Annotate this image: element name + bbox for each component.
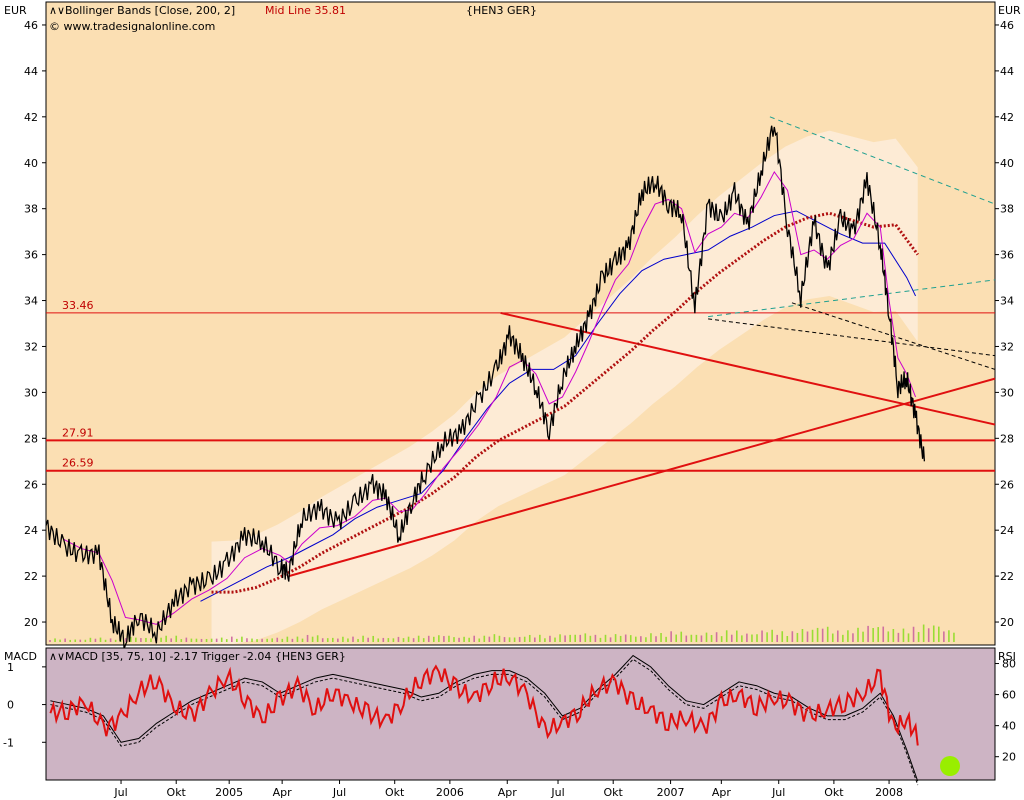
y-tick-label-right: 20 — [1000, 616, 1014, 629]
y-tick-label-left: 30 — [24, 386, 38, 399]
trendline-dashed-black — [791, 302, 996, 370]
bollinger-midline — [211, 211, 919, 594]
price-line — [45, 125, 926, 650]
x-tick-label: Apr — [498, 786, 518, 799]
x-tick-label: Jul — [332, 786, 346, 799]
rsi-y-tick-label: 60 — [1002, 689, 1016, 702]
bollinger-band-fill — [211, 130, 918, 644]
macd-axes: -1 0 1 20 40 60 80 — [3, 658, 1016, 764]
y-tick-label-right: 38 — [1000, 203, 1014, 216]
x-tick-label: 2007 — [657, 786, 685, 799]
y-tick-label-right: 26 — [1000, 478, 1014, 491]
level-label: 33.46 — [62, 299, 94, 312]
y-tick-label-left: 34 — [24, 295, 38, 308]
y-tick-label-left: 20 — [24, 616, 38, 629]
y-tick-label-right: 28 — [1000, 432, 1014, 445]
y-tick-label-left: 40 — [24, 157, 38, 170]
x-tick-label: Okt — [604, 786, 624, 799]
x-tick-label: Apr — [273, 786, 293, 799]
y-tick-label-right: 42 — [1000, 111, 1014, 124]
currency-label-right: EUR — [998, 4, 1021, 17]
midline-label: Mid Line 35.81 — [265, 4, 346, 17]
macd-y-tick-label: -1 — [3, 736, 14, 749]
y-tick-label-left: 26 — [24, 478, 38, 491]
macd-axis-label: MACD — [4, 650, 37, 663]
level-label: 26.59 — [62, 457, 94, 470]
y-tick-label-right: 34 — [1000, 295, 1014, 308]
y-tick-label-left: 44 — [24, 65, 38, 78]
rsi-y-tick-label: 40 — [1002, 720, 1016, 733]
macd-plot — [49, 654, 960, 786]
y-tick-label-right: 22 — [1000, 570, 1014, 583]
x-tick-label: Okt — [824, 786, 844, 799]
y-tick-label-right: 44 — [1000, 65, 1014, 78]
x-tick-label: Okt — [385, 786, 405, 799]
main-plot-area — [45, 1, 996, 646]
y-tick-label-left: 28 — [24, 432, 38, 445]
trendline-support — [288, 377, 996, 578]
rsi-y-tick-label: 20 — [1002, 751, 1016, 764]
y-tick-label-left: 24 — [24, 524, 38, 537]
macd-trigger-line — [50, 658, 919, 786]
chart-title: Bollinger Bands [Close, 200, 2] — [65, 4, 235, 17]
macd-line — [50, 654, 919, 782]
x-tick-label: 2005 — [215, 786, 243, 799]
macd-title: MACD [35, 75, 10] -2.17 Trigger -2.04 {H… — [65, 650, 346, 663]
indicator-icon: ∧∨ — [49, 4, 65, 17]
macd-indicator-icon: ∧∨ — [49, 650, 65, 663]
fast-ma-line — [63, 170, 917, 625]
y-tick-label-left: 32 — [24, 340, 38, 353]
x-tick-label: Jul — [771, 786, 785, 799]
x-tick-label: Jul — [550, 786, 564, 799]
rsi-line — [49, 664, 919, 746]
y-tick-label-left: 38 — [24, 203, 38, 216]
copyright-text: © www.tradesignalonline.com — [49, 20, 215, 33]
x-tick-label: Okt — [167, 786, 187, 799]
level-label: 27.91 — [62, 426, 94, 439]
macd-plot-area — [45, 647, 996, 781]
trendline-teal-lower — [708, 279, 996, 318]
macd-y-tick-label: 1 — [7, 661, 14, 674]
x-tick-label: 2006 — [436, 786, 464, 799]
instrument-label: {HEN3 GER} — [466, 4, 537, 17]
rsi-y-tick-label: 80 — [1002, 658, 1016, 671]
x-tick-label: 2008 — [875, 786, 903, 799]
macd-y-tick-label: 0 — [7, 699, 14, 712]
y-tick-label-right: 36 — [1000, 249, 1014, 262]
y-tick-label-right: 32 — [1000, 340, 1014, 353]
trendline-teal-upper — [769, 116, 996, 205]
rsi-axis-label: RSI — [998, 650, 1016, 663]
y-tick-label-left: 42 — [24, 111, 38, 124]
x-tick-label: Jul — [113, 786, 127, 799]
highlight-marker — [940, 756, 960, 776]
y-tick-label-right: 46 — [1000, 19, 1014, 32]
y-tick-label-left: 22 — [24, 570, 38, 583]
y-tick-label-right: 30 — [1000, 386, 1014, 399]
y-tick-label-right: 24 — [1000, 524, 1014, 537]
currency-label-left: EUR — [4, 4, 27, 17]
main-axes: 20 20 22 22 24 24 26 26 28 28 30 30 32 32 34 34 36 36 38 38… — [24, 19, 1014, 629]
main-plot: 33.46 27.91 26.59 — [45, 116, 996, 650]
y-tick-label-left: 46 — [24, 19, 38, 32]
x-axis: Jul Okt 2005 Apr Jul Okt 2006 Apr Jul Okt 2007 Apr J… — [113, 780, 903, 799]
y-tick-label-right: 40 — [1000, 157, 1014, 170]
x-tick-label: Apr — [712, 786, 732, 799]
trendline-dashed-black-2 — [708, 318, 996, 357]
y-tick-label-left: 36 — [24, 249, 38, 262]
